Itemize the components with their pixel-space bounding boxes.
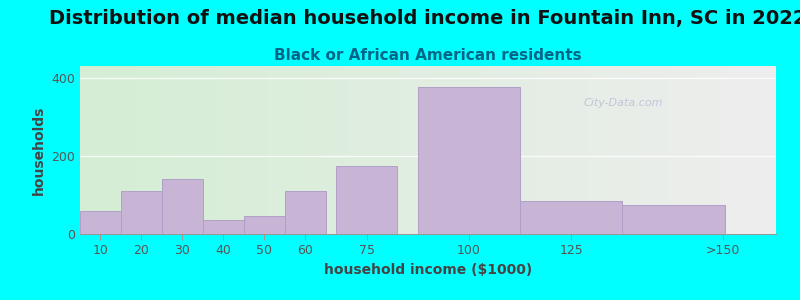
Bar — [418, 88, 520, 234]
Bar — [336, 166, 398, 234]
Text: Distribution of median household income in Fountain Inn, SC in 2022: Distribution of median household income … — [50, 9, 800, 28]
Bar — [80, 211, 121, 234]
Bar — [520, 201, 622, 234]
Bar — [622, 205, 725, 234]
Bar — [121, 191, 162, 234]
Bar — [203, 220, 244, 234]
Bar — [285, 191, 326, 234]
X-axis label: household income ($1000): household income ($1000) — [324, 263, 532, 277]
Y-axis label: households: households — [32, 105, 46, 195]
Text: City-Data.com: City-Data.com — [583, 98, 662, 108]
Text: Black or African American residents: Black or African American residents — [274, 48, 582, 63]
Bar — [162, 179, 203, 234]
Bar — [244, 216, 285, 234]
